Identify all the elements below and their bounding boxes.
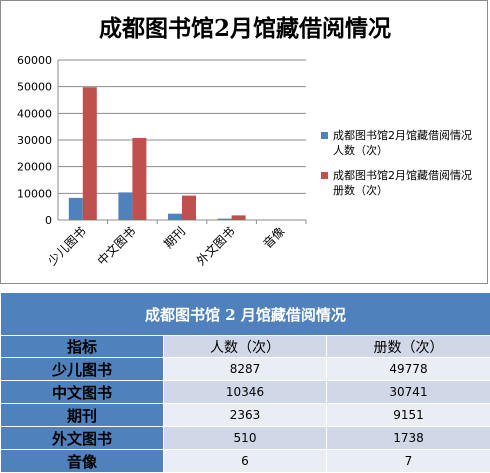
- bar-people: [69, 198, 83, 220]
- x-tick-label: 少儿图书: [45, 224, 89, 268]
- chart-panel: 0 10000 20000 30000 40000 50000 60000 少儿图书中文图书期…: [0, 0, 488, 284]
- x-tick-label: 中文图书: [94, 224, 139, 269]
- table-row: 少儿图书 8287 49778: [1, 358, 490, 381]
- row-label: 期刊: [1, 404, 164, 427]
- header-people: 人数（次）: [164, 336, 327, 358]
- bar-volumes: [232, 215, 246, 220]
- y-tick-label: 30000: [17, 134, 52, 147]
- y-tick-label: 10000: [17, 187, 52, 200]
- y-tick-label: 50000: [17, 81, 52, 94]
- table-row: 外文图书 510 1738: [1, 427, 490, 450]
- row-label: 中文图书: [1, 381, 164, 404]
- cell-people: 6: [164, 450, 327, 473]
- x-tick-label: 期刊: [161, 224, 188, 251]
- header-volumes: 册数（次）: [327, 336, 490, 358]
- x-tick-label: 音像: [260, 224, 288, 252]
- legend-item-volumes: 成都图书馆2月馆藏借阅情况 册数（次）: [321, 168, 486, 198]
- cell-volumes: 9151: [327, 404, 490, 427]
- cell-people: 510: [164, 427, 327, 450]
- legend-label-volumes: 成都图书馆2月馆藏借阅情况 册数（次）: [333, 169, 472, 197]
- cell-volumes: 30741: [327, 381, 490, 404]
- row-label: 外文图书: [1, 427, 164, 450]
- legend-label-people: 成都图书馆2月馆藏借阅情况 人数（次）: [333, 129, 472, 157]
- bar-volumes: [182, 196, 196, 220]
- table-title: 成都图书馆 2 月馆藏借阅情况: [1, 293, 490, 336]
- y-tick-label: 0: [45, 214, 52, 227]
- cell-volumes: 49778: [327, 358, 490, 381]
- y-tick-label: 40000: [17, 107, 52, 120]
- chart-title: 成都图书馆2月馆藏借阅情况: [1, 9, 489, 43]
- bar-people: [218, 219, 232, 220]
- row-label: 少儿图书: [1, 358, 164, 381]
- bar-volumes: [83, 87, 97, 220]
- legend-swatch-volumes: [321, 172, 328, 179]
- legend-item-people: 成都图书馆2月馆藏借阅情况 人数（次）: [321, 128, 486, 158]
- table-row: 中文图书 10346 30741: [1, 381, 490, 404]
- y-tick-label: 20000: [17, 161, 52, 174]
- table-row: 期刊 2363 9151: [1, 404, 490, 427]
- chart-legend: 成都图书馆2月馆藏借阅情况 人数（次） 成都图书馆2月馆藏借阅情况 册数（次）: [321, 128, 486, 208]
- row-label: 音像: [1, 450, 164, 473]
- x-tick-label: 外文图书: [193, 224, 238, 269]
- cell-volumes: 7: [327, 450, 490, 473]
- cell-people: 10346: [164, 381, 327, 404]
- table-row: 音像 6 7: [1, 450, 490, 473]
- cell-people: 2363: [164, 404, 327, 427]
- legend-swatch-people: [321, 132, 328, 139]
- header-indicator: 指标: [1, 336, 164, 358]
- bar-people: [168, 214, 182, 220]
- data-table: 成都图书馆 2 月馆藏借阅情况 指标 人数（次） 册数（次） 少儿图书 8287…: [0, 292, 490, 473]
- y-tick-label: 60000: [17, 54, 52, 67]
- cell-people: 8287: [164, 358, 327, 381]
- bar-volumes: [132, 138, 146, 220]
- cell-volumes: 1738: [327, 427, 490, 450]
- bar-people: [118, 192, 132, 220]
